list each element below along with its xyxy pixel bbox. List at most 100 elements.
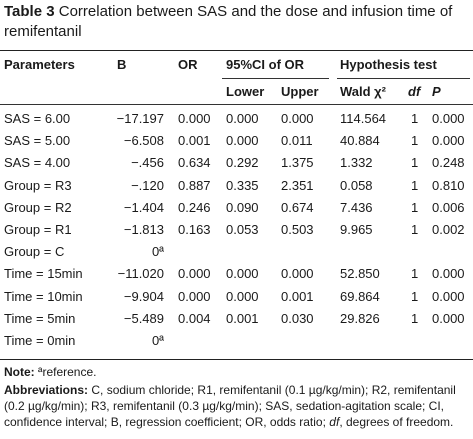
cell-or: 0.000 (178, 111, 211, 126)
cell-b: −.120 (131, 177, 164, 193)
cell-upper: 0.011 (281, 133, 313, 149)
cell-b: −6.508 (123, 133, 164, 149)
table-title: Table 3 Correlation between SAS and the … (4, 2, 466, 42)
cell-b: −9.904 (123, 288, 164, 304)
note-text: ªreference. (38, 365, 97, 379)
cell-lower: 0.335 (226, 177, 259, 193)
cell-param: SAS = 6.00 (4, 111, 71, 126)
cell-p: 0.000 (432, 288, 465, 304)
cell-param: Time = 0min (4, 333, 76, 348)
cell-or: 0.004 (178, 310, 211, 326)
table-abbreviations: Abbreviations: C, sodium chloride; R1, r… (4, 382, 470, 430)
cell-b: −11.020 (117, 266, 164, 282)
cell-b: −17.197 (116, 111, 164, 126)
cell-b: −1.813 (123, 222, 164, 237)
header-b: B (117, 57, 127, 72)
cell-lower: 0.090 (226, 199, 259, 215)
cell-df: 1 (411, 310, 419, 326)
cell-upper: 2.351 (281, 177, 314, 193)
cell-wald: 1.332 (340, 155, 373, 171)
cell-param: Group = R1 (4, 222, 72, 237)
cell-param: Group = R2 (4, 199, 72, 215)
cell-or: 0.887 (178, 177, 211, 193)
cell-upper: 0.000 (281, 111, 314, 126)
cell-b: −1.404 (123, 199, 164, 215)
cell-wald: 29.826 (340, 310, 380, 326)
table-number: Table 3 (4, 3, 55, 20)
header-hypothesis: Hypothesis test (340, 57, 437, 72)
cell-wald: 0.058 (340, 177, 373, 193)
cell-lower: 0.053 (226, 222, 259, 237)
cell-upper: 0.503 (281, 222, 314, 237)
top-rule (0, 50, 473, 51)
header-df: df (408, 84, 421, 99)
cell-lower: 0.000 (226, 111, 259, 126)
cell-p: 0.000 (432, 310, 465, 326)
cell-upper: 0.001 (281, 288, 314, 304)
table-note: Note: ªreference. (4, 364, 470, 380)
cell-or: 0.000 (178, 266, 211, 282)
header-wald: Wald χ² (340, 84, 386, 99)
header-or: OR (178, 57, 198, 72)
cell-p: 0.000 (432, 133, 465, 149)
header-rule (0, 104, 473, 105)
cell-df: 1 (411, 266, 419, 282)
cell-p: 0.002 (432, 222, 465, 237)
table-caption: Correlation between SAS and the dose and… (4, 3, 453, 40)
cell-param: SAS = 4.00 (4, 155, 71, 171)
cell-param: SAS = 5.00 (4, 133, 71, 149)
cell-b: 0ª (151, 333, 164, 348)
header-ci: 95%CI of OR (226, 57, 305, 72)
cell-or: 0.000 (178, 288, 211, 304)
cell-b: 0ª (151, 244, 164, 260)
cell-p: 0.248 (432, 155, 465, 171)
cell-wald: 9.965 (340, 222, 373, 237)
cell-param: Group = C (4, 244, 65, 260)
cell-or: 0.634 (178, 155, 211, 171)
header-upper: Upper (281, 84, 319, 99)
cell-df: 1 (411, 111, 419, 126)
cell-p: 0.000 (432, 266, 465, 282)
cell-p: 0.000 (432, 111, 465, 126)
cell-b: −5.489 (123, 310, 164, 326)
header-parameters: Parameters (4, 57, 75, 72)
bottom-rule (0, 359, 473, 360)
abbreviations-label: Abbreviations: (4, 383, 89, 397)
cell-df: 1 (411, 177, 419, 193)
cell-param: Group = R3 (4, 177, 72, 193)
cell-lower: 0.001 (226, 310, 259, 326)
cell-wald: 52.850 (340, 266, 380, 282)
cell-wald: 69.864 (340, 288, 380, 304)
cell-wald: 40.884 (340, 133, 380, 149)
cell-p: 0.006 (432, 199, 465, 215)
cell-df: 1 (411, 133, 419, 149)
cell-lower: 0.292 (226, 155, 259, 171)
cell-lower: 0.000 (226, 288, 259, 304)
cell-p: 0.810 (432, 177, 465, 193)
cell-upper: 0.030 (281, 310, 314, 326)
cell-wald: 7.436 (340, 199, 373, 215)
abbreviations-text: C, sodium chloride; R1, remifentanil (0.… (4, 383, 456, 429)
cell-lower: 0.000 (226, 133, 259, 149)
cell-param: Time = 10min (4, 288, 83, 304)
cell-upper: 0.000 (281, 266, 314, 282)
cell-or: 0.246 (178, 199, 211, 215)
cell-b: −.456 (131, 155, 164, 171)
header-p: P (432, 84, 441, 99)
abbreviations-df: df (329, 415, 340, 429)
cell-or: 0.163 (178, 222, 211, 237)
cell-lower: 0.000 (226, 266, 259, 282)
cell-df: 1 (411, 155, 419, 171)
cell-upper: 1.375 (281, 155, 314, 171)
cell-param: Time = 5min (4, 310, 76, 326)
cell-df: 1 (411, 222, 419, 237)
cell-upper: 0.674 (281, 199, 314, 215)
cell-or: 0.001 (178, 133, 211, 149)
cell-df: 1 (411, 199, 419, 215)
hypothesis-span-rule (337, 78, 470, 79)
abbreviations-end: , degrees of freedom. (339, 415, 454, 429)
cell-param: Time = 15min (4, 266, 83, 282)
cell-df: 1 (411, 288, 419, 304)
ci-span-rule (222, 78, 329, 79)
header-lower: Lower (226, 84, 265, 99)
